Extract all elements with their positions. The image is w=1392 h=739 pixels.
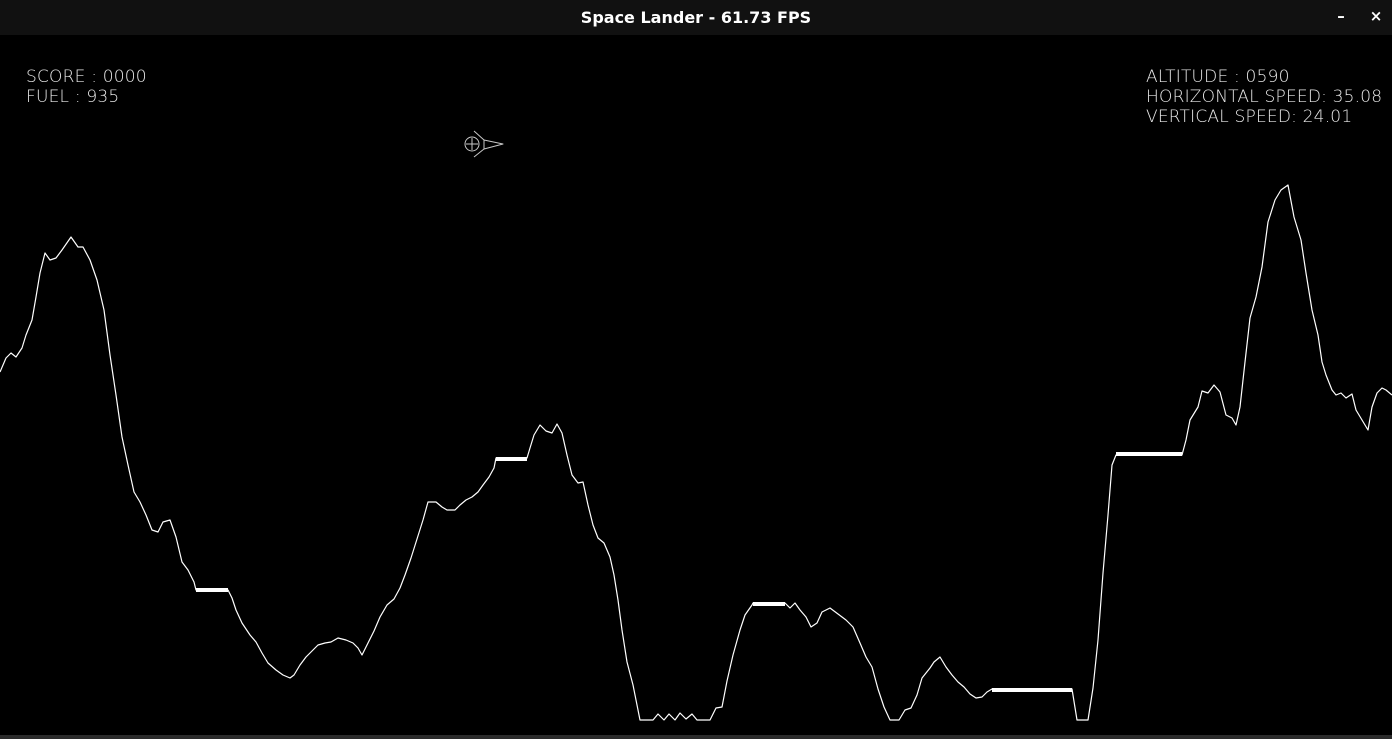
altitude-readout: ALTITUDE : 0590 (1146, 67, 1290, 87)
lander-ship-icon (464, 130, 504, 158)
lander-cabin-icon (464, 136, 480, 152)
vertical-speed-readout: VERTICAL SPEED: 24.01 (1146, 107, 1353, 127)
minimize-button[interactable]: – (1337, 7, 1345, 25)
title-bar[interactable]: Space Lander - 61.73 FPS – × (0, 0, 1392, 35)
landing-pads (196, 452, 1182, 692)
hud-right: ALTITUDE : 0590 HORIZONTAL SPEED: 35.08 … (1146, 67, 1382, 127)
fuel-readout: FUEL : 935 (26, 87, 120, 107)
game-canvas[interactable]: SCORE : 0000 FUEL : 935 ALTITUDE : 0590 … (0, 35, 1392, 735)
terrain-line (0, 184, 1392, 721)
window-title: Space Lander - 61.73 FPS (580, 8, 812, 27)
lander-thruster-icon (483, 139, 504, 150)
hud-left: SCORE : 0000 FUEL : 935 (26, 67, 147, 107)
window-bottom-border (0, 735, 1392, 739)
score-readout: SCORE : 0000 (26, 67, 147, 87)
horizontal-speed-readout: HORIZONTAL SPEED: 35.08 (1146, 87, 1383, 107)
terrain-layer (0, 130, 1392, 721)
close-button[interactable]: × (1369, 7, 1383, 25)
